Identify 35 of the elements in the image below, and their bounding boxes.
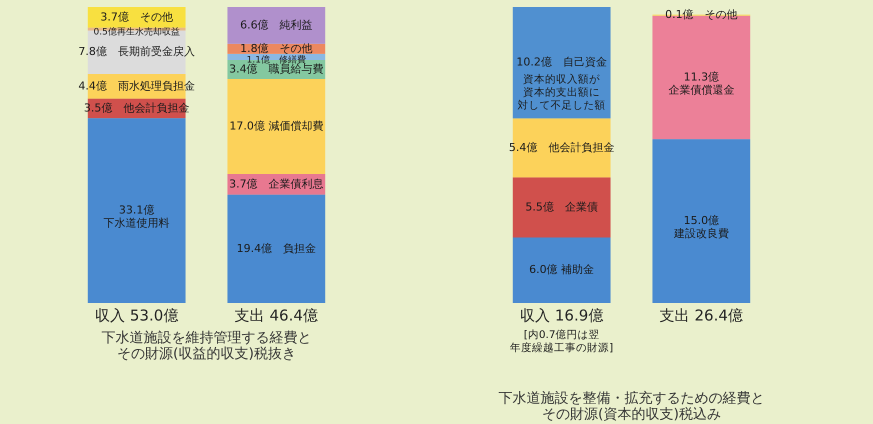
data-label: 15.0億建設改良費 xyxy=(672,214,729,240)
data-label: 3.7億 企業債利息 xyxy=(229,177,324,190)
data-label: 5.4億 他会計負担金 xyxy=(508,140,614,154)
data-label: 0.1億 その他 xyxy=(665,8,738,22)
data-label: 7.8億 長期前受金戻入 xyxy=(78,45,195,58)
data-label: 5.5億 企業債 xyxy=(525,200,598,214)
bar xyxy=(512,237,611,303)
bar xyxy=(652,139,750,303)
text: 下水道施設を維持管理する経費と xyxy=(102,330,312,346)
data-label: 6.6億 純利益 xyxy=(240,18,313,32)
data-label: 6.0億 補助金 xyxy=(529,263,594,276)
text: その財源(収益的収支)税抜き xyxy=(117,346,296,362)
data-label: 1.8億 その他 xyxy=(240,42,313,55)
data-label: 4.4億 雨水処理負担金 xyxy=(78,79,195,92)
text: 下水道施設を整備・拡充するための経費と xyxy=(498,390,764,406)
data-label: 33.1億下水道使用料 xyxy=(104,204,170,230)
bar xyxy=(227,194,326,303)
text: [内0.7億円は翌年度繰越工事の財源] xyxy=(510,328,614,354)
data-label: 10.2億 自己資金 xyxy=(516,56,607,69)
text: その財源(資本的収支)税込み xyxy=(542,406,721,422)
bar xyxy=(88,118,186,303)
x-tick-label: 支出 26.4億 xyxy=(660,306,743,324)
data-label: 0.5億再生水売却収益 xyxy=(94,26,180,38)
data-label: 17.0億 減価償却費 xyxy=(229,120,324,133)
bar xyxy=(512,177,611,238)
x-tick-label: 収入 53.0億 xyxy=(95,306,178,324)
data-label: 3.7億 その他 xyxy=(100,10,173,24)
bar xyxy=(227,79,326,174)
data-label: 19.4億 負担金 xyxy=(236,242,316,255)
data-label: 11.3億企業債償還金 xyxy=(668,70,734,96)
x-tick-label: 支出 46.4億 xyxy=(234,306,318,324)
bar xyxy=(227,7,326,44)
data-label: 3.4億 職員給与費 xyxy=(229,62,324,76)
annotation: 資本的収入額が資本的支出額に対して不足した額 xyxy=(518,72,606,112)
x-tick-label: 収入 16.9億 xyxy=(520,306,604,324)
